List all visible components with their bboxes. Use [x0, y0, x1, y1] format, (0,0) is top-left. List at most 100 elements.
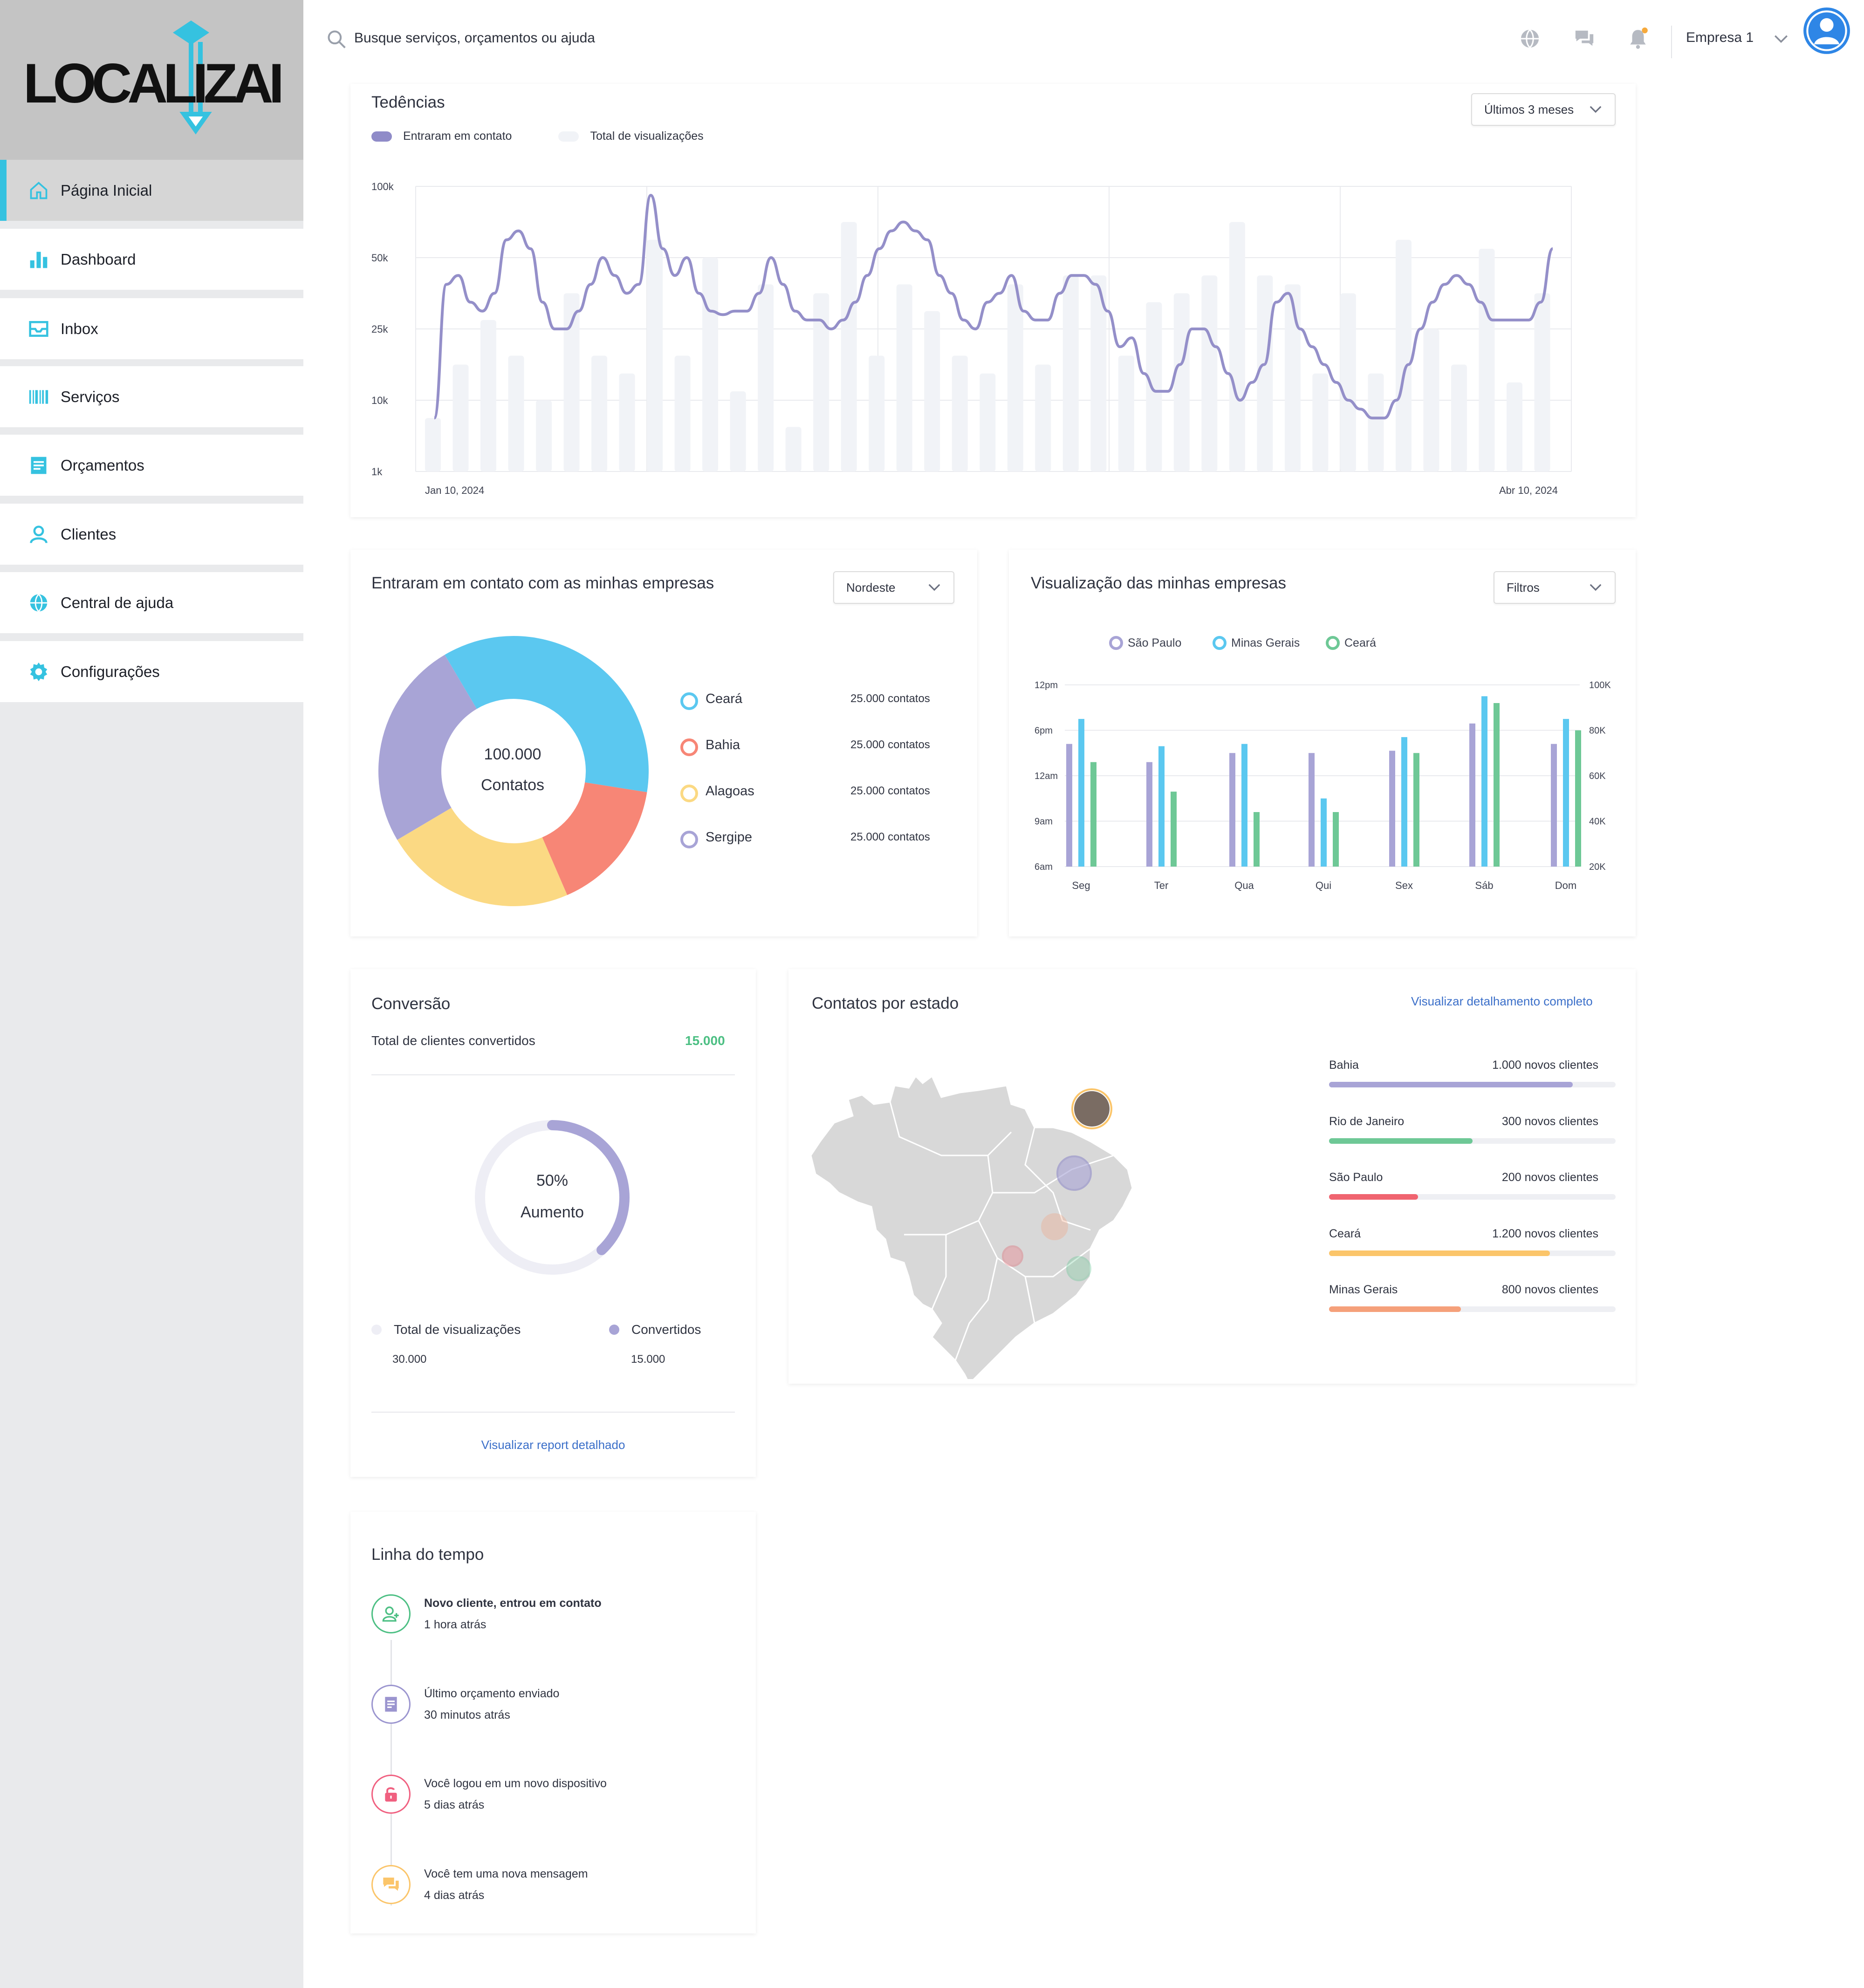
y-tick-label-left: 6pm [1035, 726, 1053, 736]
legend-swatch [371, 1325, 382, 1335]
views-card [1009, 550, 1636, 936]
x-tick-label: Qua [1234, 880, 1254, 891]
view-bar [1551, 744, 1557, 867]
timeline-item-title: Você tem uma nova mensagem [424, 1867, 588, 1880]
legend-dot [680, 831, 698, 848]
localizai-logo: LOCALIZAI [23, 20, 284, 135]
donut-slice[interactable] [378, 655, 477, 840]
timeline-title: Linha do tempo [371, 1545, 484, 1564]
filters-select[interactable]: Filtros [1494, 571, 1616, 604]
views-bar [841, 222, 857, 471]
legend-label: Minas Gerais [1231, 636, 1300, 649]
sidebar-item-clientes[interactable]: Clientes [0, 504, 303, 565]
brazil-map [810, 1075, 1133, 1379]
views-bar [813, 293, 829, 471]
donut-center-label: Contatos [480, 776, 545, 794]
views-bar [730, 391, 746, 471]
gear-icon [28, 661, 49, 683]
legend-value: 25.000 contatos [850, 738, 930, 751]
state-marker-ring [1071, 1088, 1112, 1129]
view-bar [1078, 719, 1084, 867]
globe-icon[interactable] [1519, 28, 1541, 52]
region-select[interactable]: Nordeste [833, 571, 954, 604]
state-marker-sao-paulo[interactable] [1002, 1245, 1023, 1267]
barcode-icon [28, 386, 49, 408]
sidebar-item-pagina-inicial[interactable]: Página Inicial [0, 160, 303, 221]
contacts-line [433, 194, 1554, 420]
legend-label: Alagoas [706, 784, 754, 799]
legend-dot [1109, 636, 1123, 650]
view-bar [1066, 744, 1072, 867]
state-marker-bahia[interactable] [1056, 1155, 1092, 1191]
document-icon [28, 455, 49, 476]
state-progress-fill [1329, 1082, 1573, 1087]
contacts-donut-chart [378, 636, 649, 906]
state-marker-rio-de-janeiro[interactable] [1066, 1256, 1091, 1281]
views-bar [1229, 222, 1245, 471]
company-name[interactable]: Empresa 1 [1686, 30, 1754, 45]
timeline-item-title: Novo cliente, entrou em contato [424, 1597, 602, 1610]
notification-bell-icon[interactable] [1626, 27, 1650, 53]
timeline-item-time: 30 minutos atrás [424, 1708, 510, 1722]
views-bar [1423, 329, 1439, 471]
timeline-card [350, 1512, 756, 1933]
views-bar [1118, 355, 1134, 471]
topbar-divider [1671, 26, 1672, 58]
chevron-down-icon [1590, 106, 1602, 113]
trends-legend: Entraram em contato Total de visualizaçõ… [371, 130, 704, 143]
timeline-item-title: Você logou em um novo dispositivo [424, 1777, 607, 1790]
view-bar [1241, 744, 1247, 867]
legend-label: Ceará [1344, 636, 1376, 649]
full-detail-link[interactable]: Visualizar detalhamento completo [1411, 994, 1593, 1008]
sidebar-item-label: Orçamentos [61, 456, 144, 474]
gauge-fill [547, 1120, 630, 1255]
views-bar [619, 373, 635, 471]
avatar[interactable] [1802, 7, 1851, 57]
state-value: 1.200 novos clientes [1492, 1227, 1598, 1240]
converted-total-value: 15.000 [685, 1033, 725, 1048]
sidebar-item-central-de-ajuda[interactable]: Central de ajuda [0, 572, 303, 633]
brazil-map-shape [810, 1075, 1133, 1379]
conversion-gauge [475, 1120, 630, 1275]
view-bar [1563, 719, 1569, 867]
views-bar [1201, 275, 1218, 471]
views-bar [1173, 293, 1190, 471]
views-bar [674, 355, 691, 471]
legend-dot [1213, 636, 1227, 650]
view-bar [1389, 751, 1395, 867]
state-value: 800 novos clientes [1501, 1283, 1598, 1296]
document-icon [371, 1684, 411, 1724]
home-icon [28, 180, 49, 201]
state-progress-bar [1329, 1306, 1616, 1312]
state-value: 300 novos clientes [1501, 1114, 1598, 1128]
view-bar [1090, 762, 1096, 867]
sidebar-item-orcamentos[interactable]: Orçamentos [0, 435, 303, 496]
state-marker-minas-gerais[interactable] [1041, 1213, 1068, 1240]
legend-label: Sergipe [706, 830, 752, 845]
state-progress-bar [1329, 1082, 1616, 1087]
sidebar-item-dashboard[interactable]: Dashboard [0, 229, 303, 290]
trends-period-select[interactable]: Últimos 3 meses [1471, 93, 1616, 126]
timeline-item-time: 5 dias atrás [424, 1798, 485, 1811]
y-tick-label-right: 100K [1589, 680, 1611, 690]
sidebar-item-label: Clientes [61, 525, 116, 543]
chevron-down-icon[interactable] [1773, 34, 1789, 47]
donut-slice[interactable] [445, 636, 649, 792]
donut-slice[interactable] [397, 807, 568, 906]
detailed-report-link[interactable]: Visualizar report detalhado [481, 1438, 625, 1452]
unlock-icon [371, 1775, 411, 1814]
state-marker-ceara[interactable] [1074, 1091, 1110, 1127]
legend-dot [680, 738, 698, 756]
divider [371, 1412, 735, 1413]
search-input[interactable] [354, 24, 774, 52]
sidebar-item-inbox[interactable]: Inbox [0, 298, 303, 359]
chat-icon[interactable] [1573, 28, 1596, 52]
view-bar [1413, 753, 1419, 867]
state-name: Ceará [1329, 1227, 1361, 1240]
sidebar-item-servicos[interactable]: Serviços [0, 366, 303, 427]
state-name: Bahia [1329, 1059, 1359, 1072]
sidebar-item-configuracoes[interactable]: Configurações [0, 641, 303, 702]
donut-slice[interactable] [542, 782, 647, 895]
views-bar [1395, 239, 1412, 471]
x-tick-label: Dom [1555, 880, 1576, 891]
